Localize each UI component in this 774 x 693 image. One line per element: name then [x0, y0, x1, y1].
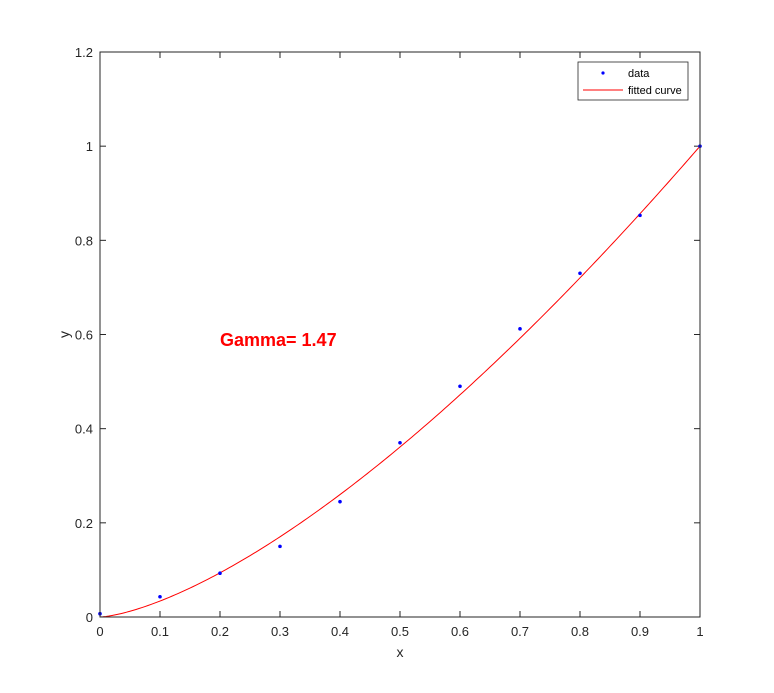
data-point	[218, 571, 222, 576]
x-tick-label: 0.1	[151, 624, 169, 639]
y-tick-label: 0	[86, 610, 93, 625]
legend: data fitted curve	[577, 61, 689, 101]
fitted-curve-line	[99, 145, 701, 618]
legend-label-data: data	[628, 68, 650, 80]
y-tick-label: 0.8	[75, 233, 93, 248]
y-tick-label: 0.2	[75, 516, 93, 531]
y-tick-label: 0.6	[75, 328, 93, 343]
x-tick-label: 0	[96, 624, 103, 639]
data-point	[338, 499, 342, 504]
tick-labels: 0 0.1 0.2 0.3 0.4 0.5 0.6 0.7 0.8 0.9 1 0 0.2 0.4 0.6 0…	[75, 45, 704, 639]
y-tick-label: 1	[86, 139, 93, 154]
x-tick-label: 1	[696, 624, 703, 639]
x-tick-label: 0.8	[571, 624, 589, 639]
x-tick-label: 0.4	[331, 624, 349, 639]
gamma-annotation: Gamma= 1.47	[220, 330, 337, 350]
y-axis-label: y	[56, 331, 72, 338]
plot-area	[98, 144, 702, 618]
legend-box	[577, 61, 689, 101]
data-point	[158, 594, 162, 599]
data-point	[278, 544, 282, 549]
x-tick-label: 0.7	[511, 624, 529, 639]
x-tick-label: 0.3	[271, 624, 289, 639]
legend-data-marker	[601, 71, 605, 75]
ticks	[99, 51, 701, 618]
data-point	[458, 384, 462, 389]
y-tick-label: 0.4	[75, 422, 93, 437]
y-tick-label: 1.2	[75, 45, 93, 60]
x-axis-label: x	[397, 644, 404, 660]
x-tick-label: 0.9	[631, 624, 649, 639]
data-point	[578, 271, 582, 276]
x-tick-label: 0.2	[211, 624, 229, 639]
data-point	[398, 440, 402, 445]
x-tick-label: 0.6	[451, 624, 469, 639]
legend-label-fitted-curve: fitted curve	[628, 85, 682, 97]
data-point	[638, 213, 642, 218]
x-tick-label: 0.5	[391, 624, 409, 639]
data-point	[518, 327, 522, 331]
axes-box	[99, 51, 701, 618]
